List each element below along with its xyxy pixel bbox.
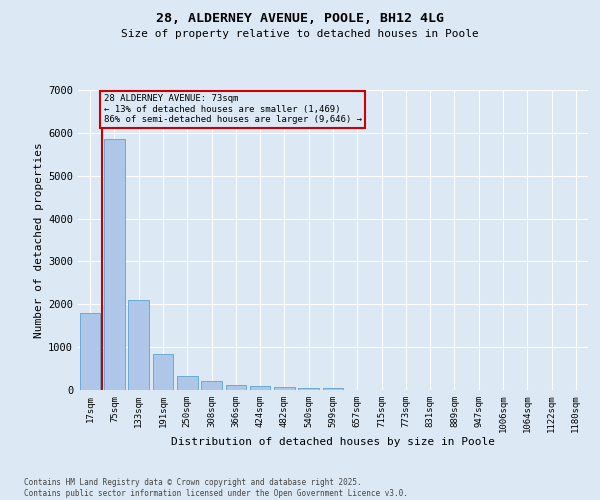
- Bar: [298, 388, 319, 390]
- Text: Contains HM Land Registry data © Crown copyright and database right 2025.
Contai: Contains HM Land Registry data © Crown c…: [24, 478, 408, 498]
- Bar: [323, 388, 343, 390]
- Bar: [104, 140, 125, 390]
- Text: Size of property relative to detached houses in Poole: Size of property relative to detached ho…: [121, 29, 479, 39]
- Bar: [201, 382, 222, 390]
- Bar: [80, 313, 100, 390]
- Bar: [274, 387, 295, 390]
- Text: 28, ALDERNEY AVENUE, POOLE, BH12 4LG: 28, ALDERNEY AVENUE, POOLE, BH12 4LG: [156, 12, 444, 26]
- Bar: [250, 386, 271, 390]
- Text: 28 ALDERNEY AVENUE: 73sqm
← 13% of detached houses are smaller (1,469)
86% of se: 28 ALDERNEY AVENUE: 73sqm ← 13% of detac…: [104, 94, 361, 124]
- Bar: [226, 385, 246, 390]
- Y-axis label: Number of detached properties: Number of detached properties: [34, 142, 44, 338]
- Bar: [128, 300, 149, 390]
- X-axis label: Distribution of detached houses by size in Poole: Distribution of detached houses by size …: [171, 436, 495, 446]
- Bar: [152, 354, 173, 390]
- Bar: [177, 376, 197, 390]
